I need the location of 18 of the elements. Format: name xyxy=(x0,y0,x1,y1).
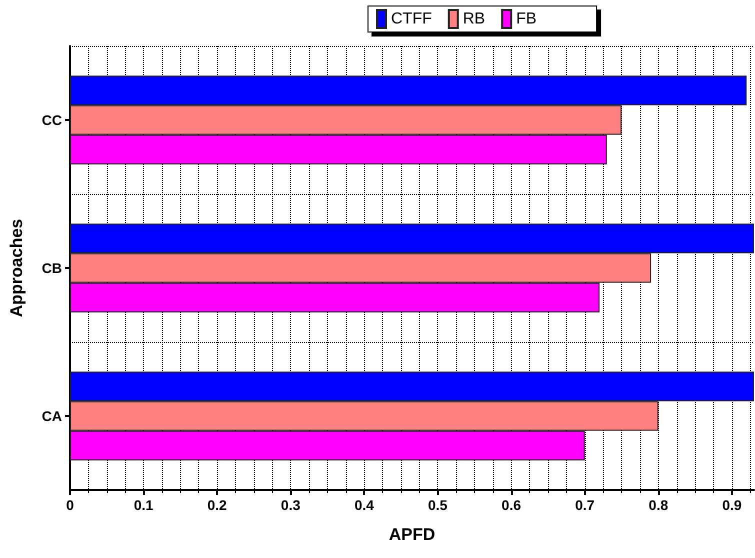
x-tick-label: 0.8 xyxy=(648,497,668,513)
x-tick-label: 0.1 xyxy=(134,497,154,513)
x-tick-label: 0.4 xyxy=(354,497,374,513)
y-tick-label: CB xyxy=(42,260,62,276)
x-tick-label: 0.2 xyxy=(207,497,228,513)
x-axis-title: APFD xyxy=(388,525,436,544)
x-tick-label: 0.3 xyxy=(280,497,301,513)
y-axis-title: Approaches xyxy=(7,218,26,318)
x-tick-label: 0.7 xyxy=(575,497,595,513)
legend-label: RB xyxy=(462,10,486,28)
y-tick-label: CA xyxy=(42,408,62,424)
legend-label: FB xyxy=(516,10,537,28)
x-tick-label: 0.5 xyxy=(428,497,448,513)
x-tick-label: 0 xyxy=(66,497,74,513)
x-tick-label: 0.6 xyxy=(502,497,522,513)
y-tick-label: CC xyxy=(42,112,62,128)
legend-label: CTFF xyxy=(391,10,432,28)
x-tick-label: 0.9 xyxy=(722,497,742,513)
